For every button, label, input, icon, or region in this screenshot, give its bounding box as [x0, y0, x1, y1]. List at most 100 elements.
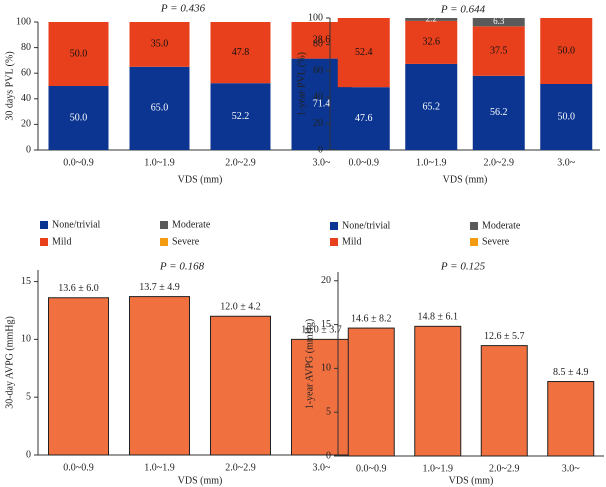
- value-label: 32.6: [423, 37, 441, 48]
- value-label: 8.5 ± 4.9: [553, 367, 589, 378]
- bar-segment: [48, 22, 109, 86]
- y-axis-label: 1-year PVL (%): [296, 52, 307, 116]
- y-tick-label: 5: [326, 406, 331, 417]
- legend-label: Mild: [52, 236, 71, 247]
- bar-segment: [405, 18, 458, 21]
- legend-swatch: [160, 238, 168, 246]
- y-tick-label: 60: [21, 67, 31, 78]
- value-label: 56.2: [490, 107, 508, 118]
- bar-segment: [540, 84, 593, 150]
- bar-segment: [337, 18, 390, 88]
- y-tick-label: 20: [313, 118, 323, 129]
- value-label: 50.0: [558, 111, 576, 122]
- bar-segment: [210, 22, 271, 84]
- legend-label: Severe: [172, 236, 200, 247]
- value-label: 6.3: [493, 16, 505, 26]
- bar-segment: [472, 75, 525, 150]
- legend-swatch: [40, 238, 48, 246]
- value-label: 28.6: [313, 35, 331, 46]
- y-tick-label: 10: [21, 334, 31, 345]
- y-tick-label: 0: [318, 144, 323, 155]
- bar: [414, 325, 462, 457]
- legend-swatch: [470, 222, 478, 230]
- bar-segment: [48, 86, 109, 150]
- x-tick-label: 3.0~: [557, 157, 576, 168]
- legend-swatch: [470, 238, 478, 246]
- chart-title: P = 0.125: [440, 261, 486, 273]
- x-axis-label: VDS (mm): [178, 475, 223, 486]
- chart-title: P = 0.168: [159, 261, 205, 273]
- value-label: 47.6: [355, 113, 373, 124]
- y-axis-label: 1-year AVPG (mmHg): [304, 319, 315, 409]
- value-label: 52.2: [232, 111, 250, 122]
- x-tick-label: 0.0~0.9: [356, 463, 386, 474]
- x-tick-label: 2.0~2.9: [484, 157, 514, 168]
- x-tick-label: 1.0~1.9: [144, 157, 174, 168]
- x-tick-label: 2.0~2.9: [225, 462, 255, 473]
- value-label: 10.0 ± 3.7: [301, 325, 342, 336]
- y-tick-label: 5: [26, 391, 31, 402]
- y-tick-label: 40: [313, 91, 323, 102]
- y-tick-label: 20: [21, 119, 31, 130]
- y-tick-label: 15: [321, 319, 331, 330]
- legend-swatch: [330, 238, 338, 246]
- y-tick-label: 80: [313, 39, 323, 50]
- legend-label: Moderate: [172, 219, 211, 230]
- value-label: 71.4: [313, 99, 331, 110]
- legend-label: None/trivial: [52, 219, 101, 230]
- y-tick-label: 40: [21, 93, 31, 104]
- y-tick-label: 100: [16, 16, 31, 27]
- y-tick-label: 0: [26, 449, 31, 460]
- x-tick-label: 1.0~1.9: [423, 463, 453, 474]
- bar: [291, 338, 352, 456]
- value-label: 13.6 ± 6.0: [58, 283, 99, 294]
- value-label: 14.6 ± 8.2: [351, 313, 392, 324]
- x-tick-label: 0.0~0.9: [349, 157, 379, 168]
- legend-label: Mild: [342, 236, 361, 247]
- x-axis-label: VDS (mm): [449, 475, 494, 486]
- bar: [129, 296, 190, 456]
- x-tick-label: 0.0~0.9: [63, 462, 93, 473]
- bar: [210, 315, 271, 456]
- bar-segment: [405, 20, 458, 64]
- x-tick-label: 2.0~2.9: [225, 157, 255, 168]
- bar-segment: [129, 22, 190, 67]
- y-tick-label: 10: [321, 363, 331, 374]
- y-tick-label: 0: [26, 144, 31, 155]
- x-tick-label: 1.0~1.9: [416, 157, 446, 168]
- legend-label: Severe: [482, 236, 510, 247]
- legend-swatch: [160, 221, 168, 229]
- bar-segment: [540, 18, 593, 84]
- value-label: 12.6 ± 5.7: [484, 331, 525, 342]
- y-axis-label: 30 days PVL (%): [4, 51, 15, 120]
- x-tick-label: 3.0~: [562, 463, 581, 474]
- x-tick-label: 3.0~: [313, 462, 332, 473]
- value-label: 35.0: [151, 39, 169, 50]
- x-tick-label: 2.0~2.9: [489, 463, 519, 474]
- bar: [480, 345, 528, 457]
- bar-segment: [129, 66, 190, 150]
- bar-segment: [210, 83, 271, 150]
- value-label: 50.0: [558, 45, 576, 56]
- y-tick-label: 100: [308, 12, 323, 23]
- legend-label: Moderate: [482, 220, 521, 231]
- value-label: 37.5: [490, 45, 508, 56]
- value-label: 52.4: [355, 47, 373, 58]
- bar: [347, 327, 395, 457]
- y-tick-label: 80: [21, 42, 31, 53]
- x-tick-label: 1.0~1.9: [144, 462, 174, 473]
- chart-title: P = 0.644: [440, 4, 486, 16]
- bar: [547, 381, 595, 457]
- value-label: 47.8: [232, 47, 250, 58]
- y-axis-label: 30-day AVPG (mmHg): [4, 316, 15, 409]
- bar: [48, 297, 109, 456]
- legend-swatch: [40, 221, 48, 229]
- bar-segment: [405, 63, 458, 150]
- x-axis-label: VDS (mm): [443, 174, 488, 185]
- bar-segment: [472, 18, 525, 27]
- value-label: 2.2: [426, 14, 437, 24]
- bar-segment: [472, 26, 525, 76]
- x-axis-label: VDS (mm): [178, 174, 223, 185]
- value-label: 65.2: [423, 101, 441, 112]
